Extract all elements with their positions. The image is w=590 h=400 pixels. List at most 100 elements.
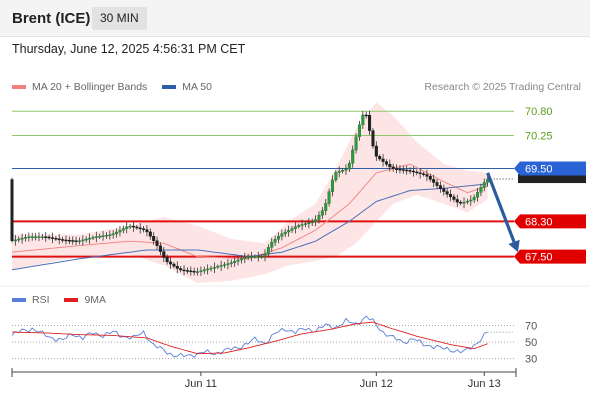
candle-bear bbox=[398, 168, 402, 171]
candle-bull bbox=[297, 225, 301, 227]
candle-bear bbox=[189, 270, 193, 273]
candle-bull bbox=[111, 233, 115, 236]
candle-bear bbox=[438, 185, 442, 189]
candle-bear bbox=[442, 188, 446, 192]
candle-bear bbox=[169, 261, 173, 265]
candle-bull bbox=[482, 182, 486, 188]
legend-bollinger: MA 20 + Bollinger Bands bbox=[12, 81, 150, 93]
candle-bear bbox=[61, 239, 65, 241]
candle-bull bbox=[229, 262, 233, 264]
candle-bull bbox=[307, 222, 311, 224]
candle-bull bbox=[344, 168, 348, 171]
candle-bear bbox=[401, 169, 405, 171]
candle-bear bbox=[192, 271, 196, 273]
candle-bull bbox=[341, 170, 345, 172]
candle-bull bbox=[337, 171, 341, 173]
candle-bear bbox=[364, 114, 368, 117]
level-label-68.30: 68.30 bbox=[525, 216, 553, 228]
candle-bear bbox=[67, 240, 71, 242]
candle-bull bbox=[91, 237, 95, 239]
candle-bear bbox=[388, 164, 392, 168]
candle-bear bbox=[50, 237, 54, 239]
rsi-level-label-70: 70 bbox=[525, 320, 537, 332]
candle-bear bbox=[172, 263, 176, 267]
level-tag-67.50 bbox=[514, 249, 586, 264]
candle-bull bbox=[324, 203, 328, 211]
candle-bear bbox=[408, 170, 412, 172]
candle-bear bbox=[57, 238, 61, 241]
rsi-ma-swatch-icon bbox=[64, 298, 79, 303]
last-price-tag bbox=[518, 174, 586, 184]
candle-bull bbox=[27, 236, 31, 238]
candle-bear bbox=[378, 156, 382, 160]
candle-bear bbox=[175, 266, 179, 269]
candle-bull bbox=[233, 261, 237, 263]
candle-bull bbox=[260, 256, 264, 258]
candle-bull bbox=[84, 238, 88, 241]
level-label-67.50: 67.50 bbox=[525, 252, 553, 264]
candle-bear bbox=[145, 229, 149, 233]
candle-bear bbox=[405, 169, 409, 172]
candle-bull bbox=[314, 219, 318, 223]
candle-bear bbox=[54, 238, 58, 240]
candle-bull bbox=[128, 225, 132, 228]
candle-bull bbox=[17, 238, 21, 241]
candle-bear bbox=[182, 269, 186, 272]
candle-bull bbox=[118, 230, 122, 233]
candle-bear bbox=[449, 193, 453, 198]
candle-bull bbox=[209, 267, 213, 270]
candle-bull bbox=[202, 269, 206, 272]
candle-bear bbox=[185, 270, 189, 272]
ma50-line bbox=[11, 183, 488, 271]
ma50-swatch-icon bbox=[162, 85, 177, 90]
candle-bull bbox=[293, 226, 297, 229]
candle-bear bbox=[384, 161, 388, 165]
timestamp: Thursday, June 12, 2025 4:56:31 PM CET bbox=[12, 42, 246, 56]
candle-bear bbox=[148, 231, 152, 237]
candle-bear bbox=[422, 173, 426, 175]
candle-bear bbox=[74, 240, 78, 242]
instrument-title: Brent (ICE) bbox=[12, 10, 91, 27]
candle-bull bbox=[219, 265, 223, 267]
candle-bull bbox=[212, 267, 216, 269]
price-legend: MA 20 + Bollinger Bands MA 50 bbox=[12, 81, 212, 93]
candle-bull bbox=[351, 149, 355, 164]
candle-bull bbox=[361, 114, 365, 126]
candle-bear bbox=[425, 174, 429, 177]
timeframe-button[interactable]: 30 MIN bbox=[92, 7, 147, 30]
candle-bull bbox=[273, 239, 277, 243]
candle-bear bbox=[374, 145, 378, 157]
candle-bear bbox=[368, 114, 372, 131]
candle-bear bbox=[135, 226, 139, 229]
candle-bull bbox=[101, 235, 105, 237]
forecast-arrow-icon bbox=[508, 239, 520, 253]
candle-bull bbox=[354, 136, 358, 151]
candle-bull bbox=[34, 236, 38, 238]
candle-bull bbox=[98, 235, 102, 238]
candle-bear bbox=[428, 176, 432, 180]
candle-bear bbox=[381, 158, 385, 162]
candle-bull bbox=[472, 197, 476, 201]
candle-bull bbox=[13, 239, 17, 242]
candle-bull bbox=[465, 200, 469, 203]
candle-bull bbox=[37, 236, 41, 238]
candle-bear bbox=[71, 240, 75, 242]
time-tick-label: Jun 13 bbox=[468, 378, 501, 390]
candle-bull bbox=[81, 239, 85, 242]
candle-bull bbox=[479, 187, 483, 193]
legend-ma50: MA 50 bbox=[162, 81, 212, 93]
candle-bear bbox=[411, 170, 415, 173]
candle-bull bbox=[256, 256, 260, 258]
candle-bull bbox=[287, 230, 291, 233]
candle-bull bbox=[334, 172, 338, 181]
research-credit: Research © 2025 Trading Central bbox=[424, 81, 581, 93]
candle-bull bbox=[320, 210, 324, 216]
candle-bull bbox=[223, 264, 227, 266]
candle-bull bbox=[216, 266, 220, 268]
legend-rsi: RSI bbox=[12, 294, 52, 306]
level-tag-69.50 bbox=[514, 161, 586, 176]
candle-bull bbox=[476, 192, 480, 198]
candle-bull bbox=[290, 228, 294, 231]
candle-bull bbox=[121, 228, 125, 231]
candle-bear bbox=[64, 239, 68, 242]
